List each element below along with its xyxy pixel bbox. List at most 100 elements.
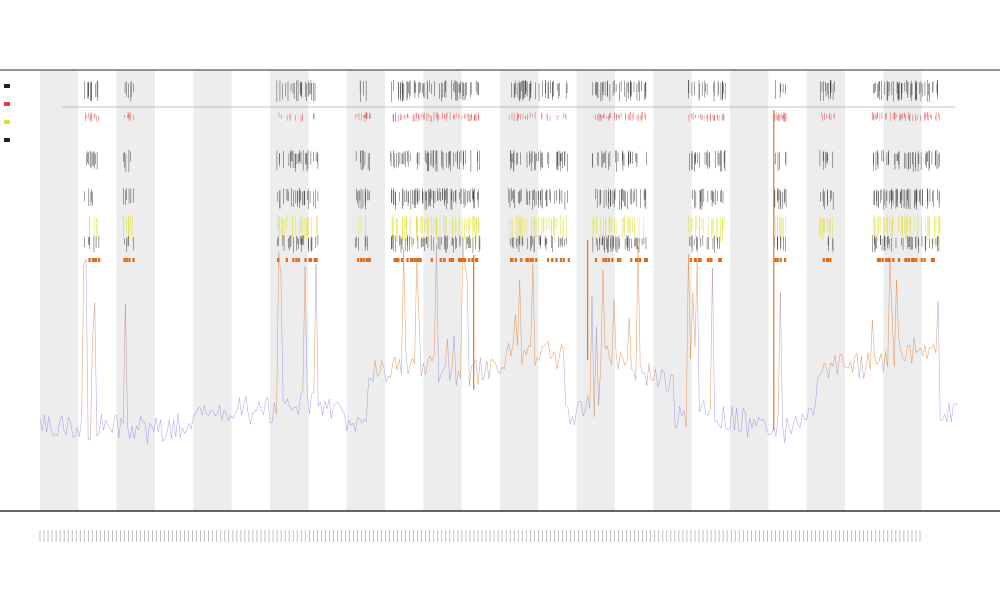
series-segment	[465, 265, 467, 280]
series-segment	[708, 410, 710, 415]
series-segment	[408, 365, 410, 374]
series-segment	[798, 424, 800, 428]
series-segment	[493, 361, 495, 363]
series-segment	[719, 425, 721, 428]
series-segment	[248, 413, 250, 425]
event-tick	[360, 258, 362, 262]
event-tick	[827, 258, 829, 262]
series-segment	[397, 359, 399, 370]
series-segment	[99, 414, 101, 432]
series-segment	[702, 401, 704, 407]
series-segment	[104, 420, 106, 430]
series-segment	[480, 357, 482, 380]
event-tick	[611, 258, 613, 262]
series-segment	[329, 399, 331, 418]
legend-swatch	[4, 120, 10, 124]
series-segment	[266, 397, 268, 400]
series-segment	[334, 404, 336, 406]
series-segment	[174, 420, 176, 437]
series-segment	[548, 341, 550, 359]
series-segment	[331, 406, 333, 418]
series-segment	[246, 396, 248, 413]
event-tick	[535, 258, 537, 262]
series-segment	[257, 401, 259, 411]
event-tick	[529, 258, 531, 262]
event-tick	[123, 258, 125, 262]
series-segment	[953, 404, 955, 405]
series-segment	[553, 352, 555, 357]
series-segment	[401, 249, 403, 374]
event-tick	[440, 258, 442, 262]
series-segment	[776, 414, 778, 436]
event-tick	[128, 258, 130, 262]
series-segment	[259, 401, 261, 410]
event-tick	[132, 258, 134, 262]
series-segment	[476, 360, 478, 385]
series-segment	[93, 303, 95, 338]
event-tick	[699, 258, 701, 262]
shaded-bands	[40, 70, 922, 511]
event-tick	[369, 258, 371, 262]
series-segment	[390, 363, 392, 378]
event-tick	[316, 258, 318, 262]
event-tick	[823, 258, 825, 262]
series-segment	[182, 428, 184, 434]
event-tick	[310, 258, 312, 262]
series-segment	[167, 420, 169, 433]
series-segment	[114, 415, 116, 418]
series-segment	[546, 341, 548, 344]
series-segment	[620, 352, 622, 357]
series-segment	[187, 423, 189, 430]
series-segment	[95, 303, 97, 436]
series-segment	[785, 418, 787, 443]
series-segment	[268, 397, 270, 423]
event-tick	[406, 258, 408, 262]
series-segment	[415, 261, 417, 364]
shaded-band	[193, 70, 231, 511]
event-tick	[551, 258, 553, 262]
series-segment	[942, 414, 944, 420]
series-segment	[467, 280, 469, 386]
event-tick	[898, 258, 900, 262]
series-segment	[312, 392, 314, 393]
series-segment	[927, 348, 929, 359]
series-segment	[693, 292, 695, 347]
event-tick	[367, 258, 369, 262]
series-segment	[189, 423, 191, 429]
event-tick	[915, 258, 917, 262]
shaded-band	[807, 70, 845, 511]
series-segment	[559, 344, 561, 357]
event-tick	[394, 258, 396, 262]
series-segment	[108, 425, 110, 429]
event-tick	[547, 258, 549, 262]
series-segment	[485, 361, 487, 375]
series-segment	[783, 426, 785, 443]
series-segment	[774, 427, 776, 436]
event-tick	[443, 258, 445, 262]
event-tick	[608, 258, 610, 262]
series-segment	[309, 394, 311, 414]
series-segment	[778, 292, 780, 414]
series-segment	[178, 414, 180, 438]
series-segment	[340, 405, 342, 411]
event-tick	[605, 258, 607, 262]
series-segment	[564, 350, 566, 405]
event-tick	[126, 258, 128, 262]
legend-swatch	[4, 138, 10, 142]
series-segment	[850, 362, 852, 373]
series-segment	[344, 413, 346, 431]
series-segment	[570, 417, 572, 425]
series-segment	[244, 396, 246, 406]
series-segment	[469, 366, 471, 386]
series-segment	[239, 398, 241, 416]
series-segment	[699, 406, 701, 412]
series-segment	[877, 362, 879, 365]
series-segment	[572, 417, 574, 425]
event-tick	[780, 258, 782, 262]
series-segment	[156, 418, 158, 432]
event-tick	[646, 258, 648, 262]
event-tick	[298, 258, 300, 262]
series-segment	[772, 427, 774, 433]
series-segment	[191, 417, 193, 429]
event-tick	[511, 258, 513, 262]
